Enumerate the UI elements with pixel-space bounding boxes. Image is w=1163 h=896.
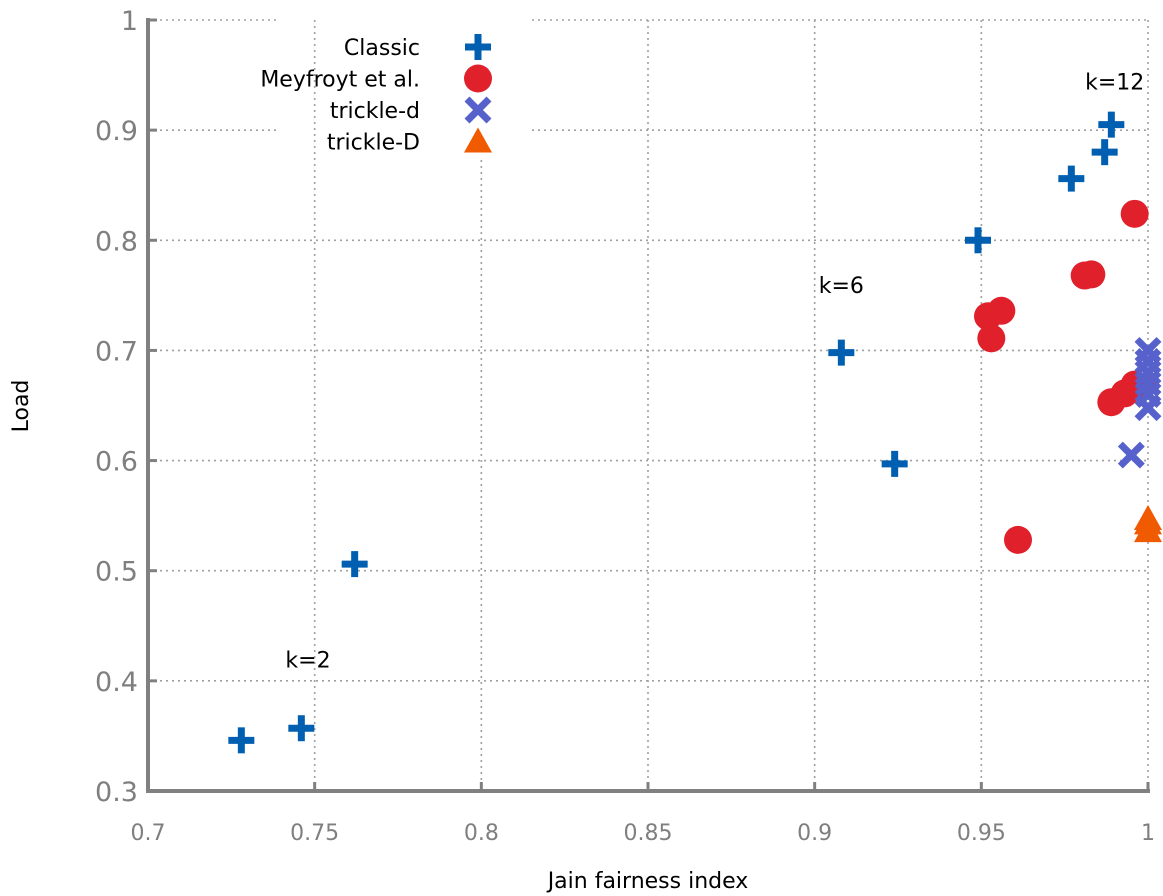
plus-point [1098, 111, 1125, 138]
x-stroke-b [1134, 336, 1162, 364]
y-tick-label: 0.8 [95, 226, 138, 257]
circle-point [1120, 199, 1149, 228]
series-trickle-d [1134, 504, 1162, 543]
x-stroke-b [1117, 441, 1145, 469]
plus-point [828, 339, 855, 366]
legend-label: trickle-D [327, 131, 420, 156]
legend-plus-icon [465, 34, 491, 60]
plus-point [288, 715, 315, 742]
plus-point [881, 450, 908, 477]
plus-point [1091, 139, 1118, 166]
legend-triangle-icon [464, 127, 492, 153]
y-tick-label: 1 [121, 6, 138, 37]
series-trickle-d [1117, 336, 1162, 469]
annotation-label: k=2 [285, 649, 330, 674]
x-tick-label: 0.7 [131, 821, 166, 846]
x-tick-label: 0.75 [290, 821, 339, 846]
x-tick-label: 0.8 [464, 821, 499, 846]
y-tick-label: 0.7 [95, 336, 138, 367]
axes [146, 18, 1150, 793]
tick-labels: 0.3 0.4 0.5 0.6 0.7 0.8 0.9 1 0.7 0.75 0.8 0.85 0.9 0… [95, 6, 1155, 846]
x-tick-label: 1 [1141, 821, 1155, 846]
legend-label: trickle-d [330, 99, 420, 124]
x-tick-label: 0.9 [797, 821, 832, 846]
triangle-point [1134, 504, 1162, 530]
y-tick-label: 0.4 [95, 667, 138, 698]
legend-label: Meyfroyt et al. [260, 68, 420, 93]
y-tick-label: 0.9 [95, 116, 138, 147]
annotations: k=2 k=6 k=12 [285, 70, 1144, 673]
x-point [1117, 441, 1145, 469]
x-tick-label: 0.85 [624, 821, 673, 846]
annotation-label: k=6 [819, 274, 864, 299]
legend-x-icon [464, 96, 492, 124]
series-classic [228, 111, 1125, 754]
y-tick-label: 0.3 [95, 777, 138, 808]
annotation-label: k=12 [1085, 70, 1144, 95]
x-axis-title: Jain fairness index [546, 869, 749, 894]
circle-point [1077, 260, 1106, 289]
data-points [228, 111, 1162, 754]
x-stroke-b [464, 96, 492, 124]
grid-lines [148, 19, 1149, 791]
circle-point [987, 296, 1016, 325]
legend: Classic Meyfroyt et al. trickle-d trickle-D [260, 34, 492, 156]
y-tick-label: 0.5 [95, 557, 138, 588]
plus-point [228, 727, 255, 754]
legend-circle-icon [464, 64, 492, 93]
plus-point [1058, 165, 1085, 192]
plus-point [965, 227, 991, 254]
series-meyfroyt-et-al- [974, 199, 1156, 554]
x-point [1134, 336, 1162, 364]
y-axis-title: Load [9, 380, 34, 433]
y-tick-label: 0.6 [95, 447, 138, 478]
x-tick-label: 0.95 [957, 821, 1006, 846]
circle-point [977, 324, 1006, 353]
legend-label: Classic [344, 36, 420, 61]
circle-point [1004, 525, 1032, 554]
plus-point [341, 551, 368, 578]
